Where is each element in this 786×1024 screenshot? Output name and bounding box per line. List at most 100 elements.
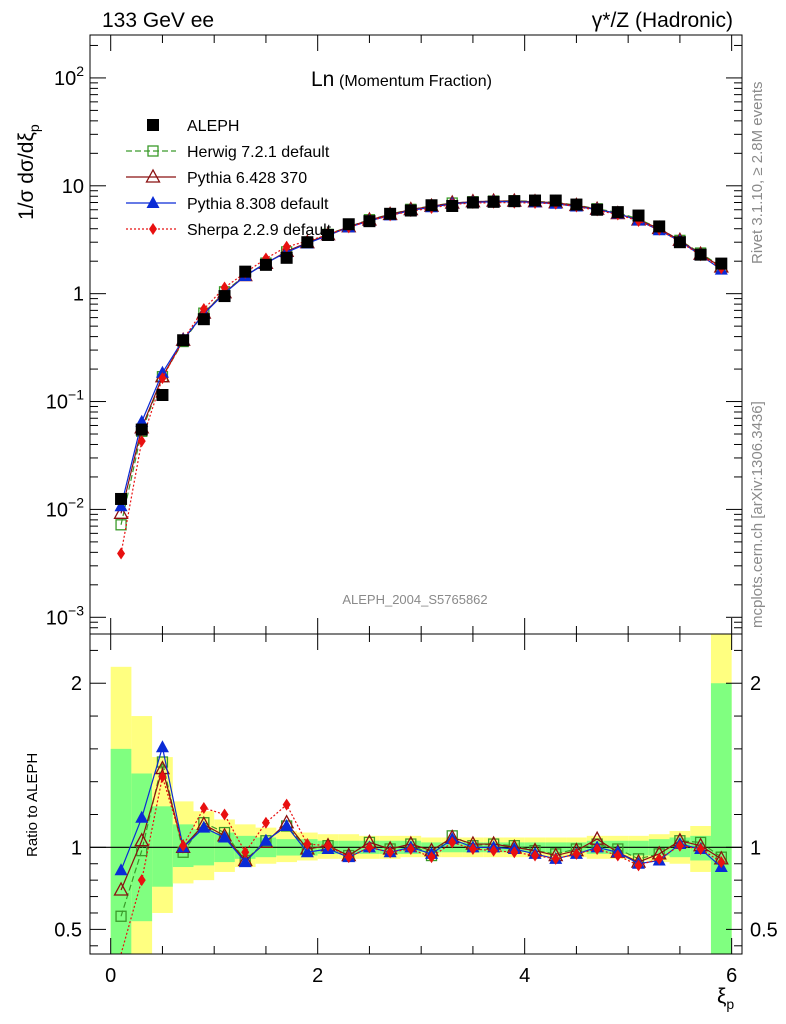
legend-label: ALEPH: [187, 118, 239, 135]
ratio-data-point: [365, 841, 374, 854]
legend-entry: ALEPH: [147, 118, 239, 135]
main-data-point: [694, 248, 707, 261]
ratio-data-point: [344, 851, 353, 864]
main-data-point: [342, 218, 355, 231]
main-data-point: [591, 203, 604, 216]
legend-label: Sherpa 2.2.9 default: [187, 222, 332, 239]
legend-marker: [147, 119, 159, 131]
main-y-tick-label: 102: [54, 63, 84, 90]
ratio-data-point: [158, 770, 167, 783]
main-data-point: [363, 215, 376, 228]
main-data-point: [282, 240, 291, 253]
main-data-point: [611, 206, 624, 219]
ratio-data-point: [531, 849, 540, 862]
legend: ALEPH Herwig 7.2.1 default Pythia 6.428 37…: [126, 118, 332, 239]
legend-label: Pythia 8.308 default: [187, 196, 329, 213]
ratio-data-point: [300, 845, 314, 858]
main-y-tick-label: 10−3: [46, 602, 84, 629]
main-data-point: [715, 257, 728, 270]
main-y-tick-exponent: −2: [68, 494, 84, 510]
ratio-data-point: [324, 839, 333, 852]
ratio-data-point: [259, 833, 273, 846]
main-data-point: [425, 199, 438, 212]
main-data-layer: [113, 192, 729, 560]
ratio-band-green: [152, 806, 173, 887]
main-data-point: [239, 265, 252, 278]
ratio-x-axis: 0 2 4 6: [105, 634, 737, 987]
ratio-data-point: [468, 842, 477, 855]
ratio-data-point: [655, 852, 664, 865]
main-y-tick-label: 10: [62, 176, 84, 198]
ratio-y-axis-title: Ratio to ALEPH: [24, 753, 41, 857]
ratio-data-point: [675, 839, 684, 852]
ratio-data-point: [717, 856, 726, 869]
ratio-data-point: [448, 836, 457, 849]
ratio-data-point: [197, 820, 211, 833]
main-data-point: [466, 196, 479, 209]
main-y-tick-label: 1: [73, 284, 84, 306]
ratio-y-tick-label: 1: [71, 837, 82, 859]
plot-title-main: Ln: [311, 68, 334, 91]
main-y-axis-title: 1/σ dσ/dξp: [15, 124, 42, 220]
ratio-data-point: [386, 846, 395, 859]
ratio-uncertainty-bands: [90, 634, 742, 954]
main-data-point: [653, 220, 666, 233]
legend-label: Herwig 7.2.1 default: [187, 144, 330, 161]
legend-marker: [147, 145, 159, 157]
main-data-point: [404, 204, 417, 217]
main-series-aleph: [115, 194, 728, 505]
header-right-label: γ*/Z (Hadronic): [592, 9, 733, 32]
main-data-point: [155, 365, 169, 378]
main-data-point: [529, 194, 542, 207]
main-y-tick-exponent: 2: [76, 63, 84, 79]
ratio-plot-frame: [89, 633, 743, 955]
ratio-data-point: [137, 874, 146, 887]
legend-entry: Herwig 7.2.1 default: [126, 144, 330, 161]
main-data-point: [197, 313, 210, 326]
main-x-axis-ticks: [110, 35, 733, 634]
plot-title-sub: (Momentum Fraction): [339, 73, 492, 90]
legend-marker: [145, 168, 161, 183]
ratio-plot-panel: 0.5 0.5 1 1 2 2 0 2 4 6 Ratio to ALEPH ξp: [24, 633, 778, 1012]
main-data-point: [549, 194, 562, 207]
ratio-y-tick-label: 2: [71, 673, 82, 695]
main-series-pythia-6-428-370: [113, 192, 729, 519]
legend-entry: Sherpa 2.2.9 default: [126, 222, 332, 239]
main-data-point: [570, 198, 583, 211]
ratio-x-tick-label: 0: [105, 965, 116, 987]
x-axis-title-text: ξp: [717, 985, 734, 1012]
legend-label: Pythia 6.428 370: [187, 170, 307, 187]
main-y-axis-title-text: 1/σ dσ/dξp: [15, 124, 42, 220]
main-data-point: [487, 195, 500, 208]
legend-entry: Pythia 6.428 370: [126, 168, 307, 187]
main-data-point: [384, 207, 397, 220]
main-series-sherpa-2-2-9-default: [117, 196, 726, 560]
main-series-line: [120, 201, 722, 507]
main-data-point: [135, 423, 148, 436]
main-data-point: [199, 303, 208, 316]
main-data-point: [113, 504, 129, 519]
ratio-data-point: [551, 852, 560, 865]
ratio-data-point: [135, 810, 149, 823]
main-data-point: [137, 435, 146, 448]
main-data-point: [158, 372, 167, 385]
legend-marker: [146, 196, 160, 208]
ratio-y-tick-label-right: 1: [750, 837, 761, 859]
header-left-label: 133 GeV ee: [102, 9, 214, 32]
main-y-tick-exponent: −3: [68, 602, 84, 618]
legend-entry: Pythia 8.308 default: [126, 196, 329, 213]
ratio-x-tick-label: 4: [519, 965, 530, 987]
main-y-tick-exponent: −1: [68, 387, 84, 403]
ratio-data-point: [179, 839, 188, 852]
main-y-tick-label: 10−1: [46, 387, 84, 414]
ratio-data-point: [406, 842, 415, 855]
ratio-data-point: [113, 881, 129, 896]
ratio-band-green: [710, 683, 732, 954]
main-data-point: [117, 547, 126, 560]
ratio-data-point: [218, 830, 232, 843]
ratio-data-point: [427, 851, 436, 864]
main-data-point: [115, 492, 128, 505]
analysis-label: ALEPH_2004_S5765862: [342, 592, 487, 607]
ratio-band-green: [628, 840, 649, 856]
ratio-data-point: [261, 816, 270, 829]
